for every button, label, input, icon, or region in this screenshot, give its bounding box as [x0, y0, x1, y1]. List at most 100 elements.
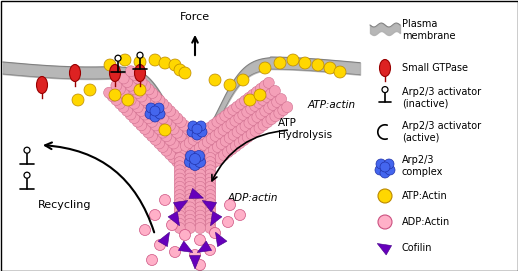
Circle shape [196, 128, 207, 139]
Circle shape [174, 177, 185, 188]
Circle shape [133, 73, 143, 84]
Circle shape [174, 181, 185, 192]
Circle shape [192, 131, 203, 142]
Circle shape [119, 54, 131, 66]
Circle shape [134, 56, 146, 68]
Circle shape [258, 120, 269, 131]
Circle shape [236, 98, 247, 109]
Circle shape [184, 137, 195, 148]
Text: Arp2/3
complex: Arp2/3 complex [402, 155, 443, 177]
Circle shape [212, 141, 223, 153]
Circle shape [188, 121, 198, 131]
Circle shape [168, 124, 179, 135]
Circle shape [195, 198, 206, 209]
Polygon shape [190, 256, 200, 269]
Circle shape [161, 116, 172, 127]
Circle shape [195, 165, 206, 176]
Circle shape [200, 125, 211, 136]
Polygon shape [174, 201, 188, 212]
Circle shape [211, 156, 222, 167]
Circle shape [184, 165, 195, 176]
Circle shape [262, 91, 272, 102]
Circle shape [150, 209, 161, 221]
Circle shape [154, 240, 165, 250]
Circle shape [147, 102, 157, 113]
Circle shape [214, 153, 225, 164]
Circle shape [205, 222, 216, 234]
Circle shape [122, 105, 133, 116]
Ellipse shape [69, 64, 80, 82]
Circle shape [265, 88, 277, 99]
Circle shape [197, 138, 208, 149]
Circle shape [111, 80, 122, 91]
Circle shape [143, 84, 154, 95]
Circle shape [205, 202, 216, 213]
Circle shape [262, 117, 273, 128]
Polygon shape [158, 232, 169, 247]
Circle shape [133, 88, 143, 98]
Circle shape [382, 87, 388, 93]
Circle shape [218, 124, 229, 136]
Circle shape [250, 101, 261, 111]
Circle shape [237, 74, 249, 86]
Circle shape [160, 195, 170, 205]
Circle shape [104, 59, 116, 71]
Circle shape [84, 84, 96, 96]
Circle shape [171, 156, 182, 167]
Text: Plasma
membrane: Plasma membrane [402, 19, 455, 41]
Circle shape [196, 121, 206, 131]
Circle shape [208, 144, 220, 156]
Circle shape [111, 95, 122, 105]
Circle shape [194, 143, 205, 153]
Circle shape [184, 214, 195, 225]
Circle shape [139, 123, 150, 134]
Circle shape [184, 173, 195, 184]
Circle shape [205, 169, 216, 180]
Circle shape [384, 159, 394, 169]
Circle shape [250, 126, 261, 137]
Circle shape [228, 130, 239, 141]
Circle shape [132, 116, 143, 127]
Circle shape [128, 112, 140, 124]
Circle shape [195, 194, 206, 205]
Circle shape [243, 92, 254, 103]
Circle shape [150, 105, 161, 117]
Circle shape [174, 153, 185, 163]
Text: ADP:actin: ADP:actin [228, 193, 279, 203]
Circle shape [195, 189, 206, 201]
Circle shape [216, 113, 227, 124]
Circle shape [159, 124, 171, 136]
Circle shape [190, 145, 200, 156]
Circle shape [129, 98, 140, 109]
Circle shape [252, 112, 263, 122]
Circle shape [195, 206, 206, 217]
Circle shape [209, 227, 221, 238]
Circle shape [136, 77, 147, 88]
Circle shape [169, 247, 180, 257]
Circle shape [263, 77, 274, 88]
Circle shape [174, 222, 185, 234]
Circle shape [174, 64, 186, 76]
Circle shape [150, 112, 160, 122]
Circle shape [104, 87, 114, 98]
Circle shape [157, 113, 168, 124]
Ellipse shape [109, 64, 121, 82]
Circle shape [378, 189, 392, 203]
Circle shape [186, 149, 197, 159]
Circle shape [157, 141, 168, 153]
Circle shape [150, 91, 162, 102]
Circle shape [217, 138, 227, 150]
Circle shape [259, 62, 271, 74]
Text: ATP:Actin: ATP:Actin [402, 191, 448, 201]
Circle shape [238, 109, 249, 120]
Circle shape [182, 153, 193, 163]
Circle shape [168, 152, 179, 163]
Circle shape [146, 103, 156, 113]
Circle shape [72, 94, 84, 106]
Circle shape [271, 96, 283, 108]
Circle shape [195, 202, 206, 213]
Circle shape [122, 94, 134, 106]
Circle shape [168, 138, 179, 149]
Circle shape [166, 220, 178, 231]
Circle shape [191, 146, 202, 156]
